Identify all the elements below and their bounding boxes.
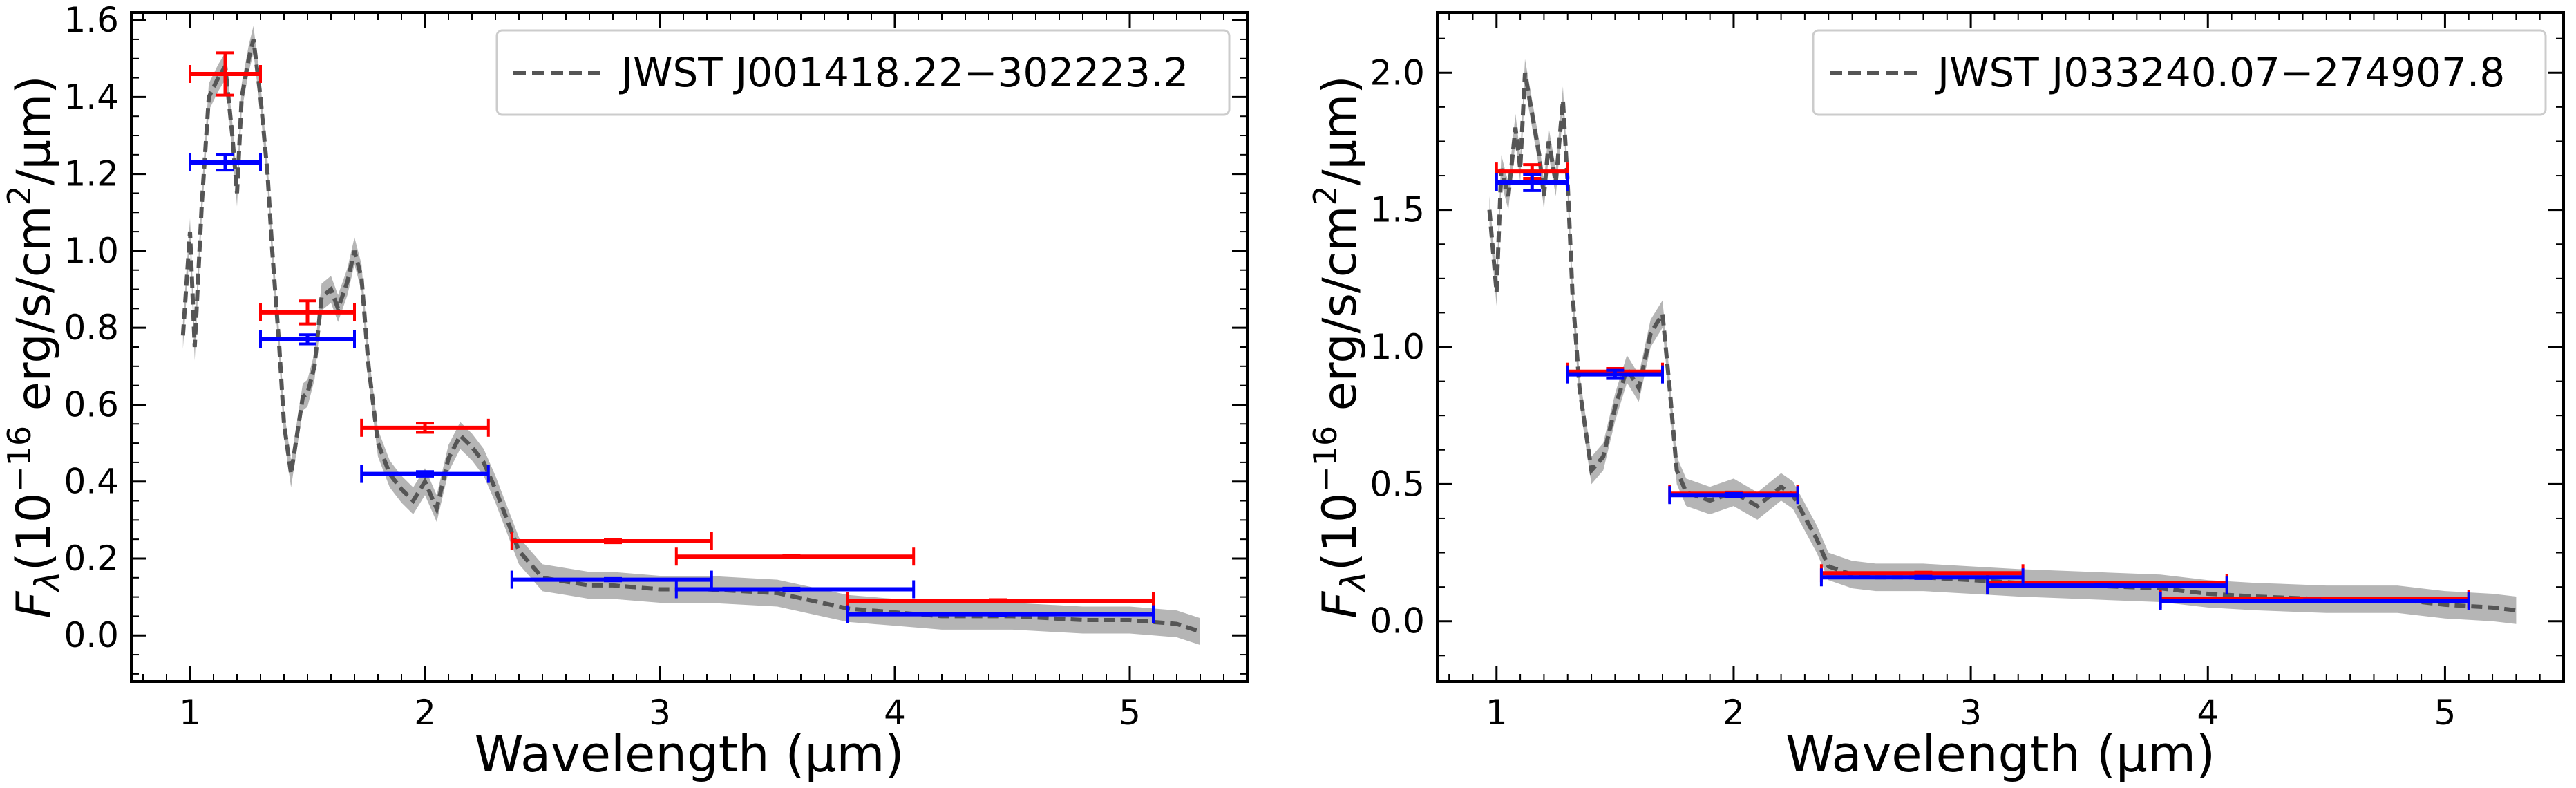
right-blue-point-2: [1566, 365, 1664, 384]
left-red-point-2: [259, 299, 356, 326]
left-y-tick-label: 0.4: [64, 462, 119, 502]
left-blue-point-5: [674, 580, 916, 599]
left-legend-label: JWST J001418.22−302223.2: [619, 49, 1188, 96]
left-model-spectrum-line: [180, 39, 1201, 634]
right-blue-point-3: [1668, 486, 1799, 505]
left-x-tick-label: 5: [1119, 693, 1141, 733]
left-y-tick-label: 0.2: [64, 538, 119, 579]
left-y-tick-label: 1.4: [64, 77, 119, 117]
right-model-uncertainty-band: [1489, 59, 2517, 624]
left-x-axis-label: Wavelength (μm): [474, 725, 904, 783]
left-y-tick-label: 1.2: [64, 154, 119, 194]
right-blue-point-6: [2159, 591, 2470, 610]
left-x-tick-label: 1: [179, 693, 201, 733]
left-y-tick-label: 0.0: [64, 615, 119, 655]
right-blue-point-1: [1495, 173, 1569, 192]
left-blue-point-4: [510, 570, 713, 589]
left-blue-point-1: [189, 153, 262, 172]
left-y-axis-label: Fλ(10−16 erg/s/cm2/μm): [1, 75, 68, 618]
left-blue-point-3: [360, 465, 490, 483]
left-y-tick-label: 0.8: [64, 308, 119, 348]
right-blue-point-5: [1986, 576, 2228, 595]
right-x-tick-label: 2: [1723, 693, 1745, 733]
left-x-tick-label: 3: [649, 693, 671, 733]
right-ticks-layer: 1 2 3 4 5 0.0 0.5 1.0 1.5 2.0: [1370, 12, 2564, 733]
right-model-spectrum-line: [1487, 72, 2517, 612]
left-red-point-1: [189, 51, 262, 97]
left-y-tick-label: 1.0: [64, 231, 119, 271]
left-plot-frame: [130, 11, 1249, 683]
right-y-tick-label: 0.0: [1370, 601, 1425, 641]
left-blue-point-2: [259, 330, 356, 348]
right-x-tick-label: 3: [1960, 693, 1982, 733]
left-legend: JWST J001418.22−302223.2: [495, 29, 1231, 116]
right-y-tick-label: 0.5: [1370, 464, 1425, 504]
right-legend: JWST J033240.07−274907.8: [1812, 29, 2547, 116]
right-x-tick-label: 5: [2434, 693, 2456, 733]
left-blue-point-6: [846, 605, 1155, 623]
left-x-tick-label: 2: [414, 693, 436, 733]
right-y-tick-label: 1.5: [1370, 190, 1425, 230]
right-x-tick-label: 1: [1486, 693, 1508, 733]
right-legend-box: [1812, 29, 2547, 116]
right-data-layer: [1487, 59, 2517, 624]
left-y-tick-label: 0.6: [64, 384, 119, 424]
right-x-tick-label: 4: [2197, 693, 2219, 733]
left-red-point-4: [510, 532, 713, 550]
right-y-tick-label: 1.0: [1370, 327, 1425, 367]
right-legend-label: JWST J033240.07−274907.8: [1935, 49, 2505, 96]
left-red-point-3: [360, 418, 490, 437]
right-y-axis-label: Fλ(10−16 erg/s/cm2/μm): [1307, 75, 1374, 618]
left-x-tick-label: 4: [884, 693, 906, 733]
left-red-point-5: [674, 547, 916, 566]
right-panel: 1 2 3 4 5 0.0 0.5 1.0 1.5 2.0 JWST J033240.07−274…: [1307, 11, 2565, 783]
left-legend-box: [495, 29, 1231, 116]
right-plot-frame: [1436, 11, 2565, 683]
left-panel: 1 2 3 4 5 0.0 0.2 0.4 0.6 0.8 1.0 1.2 1.4 1.6 JWST J0…: [1, 0, 1249, 783]
right-blue-point-4: [1819, 568, 2025, 587]
left-ticks-layer: 1 2 3 4 5 0.0 0.2 0.4 0.6 0.8 1.0 1.2 1.4 1.6: [64, 0, 1248, 733]
right-y-tick-label: 2.0: [1370, 53, 1425, 93]
right-x-axis-label: Wavelength (μm): [1786, 725, 2215, 783]
left-y-tick-label: 1.6: [64, 0, 119, 40]
left-data-layer: [180, 26, 1201, 646]
left-model-uncertainty-band: [182, 26, 1200, 646]
